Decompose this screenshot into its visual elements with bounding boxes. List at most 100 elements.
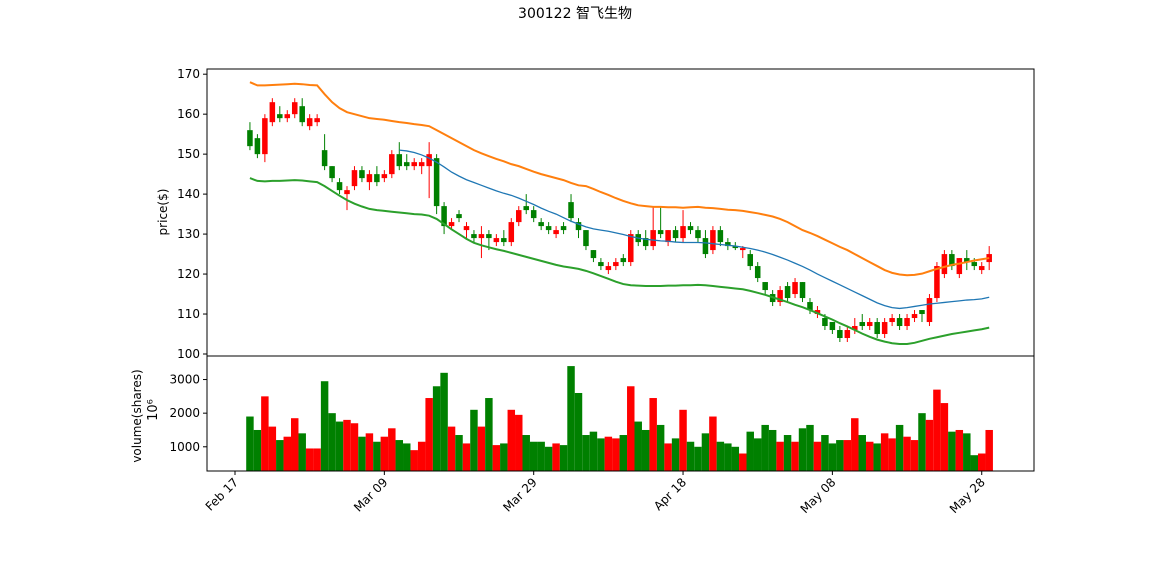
candle-body bbox=[590, 250, 597, 259]
volume-bar bbox=[836, 440, 844, 471]
y-tick-label: 110 bbox=[177, 307, 200, 321]
volume-bar bbox=[671, 438, 680, 471]
candle-body bbox=[486, 234, 492, 239]
candle-body bbox=[269, 102, 276, 123]
price-frame bbox=[206, 68, 1035, 357]
volume-bar bbox=[552, 443, 560, 471]
chart-title: 300122 智飞生物 bbox=[518, 6, 632, 22]
y-tick-label: 130 bbox=[177, 227, 200, 241]
volume-bar bbox=[858, 435, 866, 471]
candle-body bbox=[911, 314, 918, 319]
candle-body bbox=[837, 330, 843, 339]
candle-body bbox=[792, 282, 798, 295]
candle-body bbox=[247, 130, 253, 147]
volume-bar bbox=[783, 435, 792, 471]
volume-bar bbox=[851, 418, 859, 471]
candle-body bbox=[501, 238, 507, 243]
candle-body bbox=[291, 102, 298, 115]
candle-body bbox=[329, 166, 335, 179]
candle-body bbox=[336, 182, 343, 191]
volume-bar bbox=[768, 429, 777, 471]
candle-body bbox=[359, 170, 365, 179]
candle-body bbox=[762, 282, 768, 291]
candle-body bbox=[568, 202, 574, 219]
volume-bar bbox=[948, 431, 956, 471]
volume-bar bbox=[328, 413, 336, 471]
candle-body bbox=[874, 322, 880, 335]
volume-bar bbox=[395, 440, 404, 471]
candle-body bbox=[381, 174, 388, 179]
volume-bar bbox=[515, 414, 523, 471]
candle-body bbox=[822, 318, 828, 327]
volume-bar bbox=[365, 433, 374, 471]
volume-bar bbox=[268, 426, 277, 471]
volume-bar bbox=[686, 441, 695, 471]
volume-bar bbox=[358, 436, 366, 471]
volume-bar bbox=[291, 418, 299, 471]
volume-bar bbox=[567, 366, 575, 471]
candle-body bbox=[277, 114, 283, 119]
band-line bbox=[399, 149, 990, 310]
volume-bar bbox=[619, 435, 628, 471]
volume-bar bbox=[537, 441, 545, 471]
volume-bar bbox=[507, 409, 516, 471]
candle-body bbox=[934, 266, 940, 299]
candle-body bbox=[926, 298, 933, 323]
y-axis-label: price($) bbox=[156, 189, 170, 236]
volume-bar bbox=[559, 445, 568, 471]
x-tick-label: Feb 17 bbox=[203, 475, 241, 513]
candle-body bbox=[971, 262, 978, 267]
volume-bar bbox=[649, 398, 657, 471]
candle-body bbox=[829, 322, 836, 331]
volume-bar bbox=[791, 441, 799, 471]
volume-bar bbox=[410, 450, 418, 471]
y-tick-label: 100 bbox=[177, 347, 200, 361]
candle-body bbox=[418, 162, 425, 167]
candle-body bbox=[949, 254, 955, 267]
volume-bar bbox=[529, 441, 538, 471]
volume-bar bbox=[679, 409, 687, 471]
candle-body bbox=[657, 230, 664, 235]
volume-bar bbox=[753, 438, 762, 471]
candle-body bbox=[389, 154, 395, 175]
candle-body bbox=[844, 330, 851, 339]
volume-bar bbox=[612, 438, 620, 471]
candle-body bbox=[807, 302, 813, 311]
volume-tick-label: 2000 bbox=[169, 406, 200, 420]
volume-bar bbox=[798, 428, 807, 471]
candle-body bbox=[732, 246, 739, 249]
volume-bar bbox=[888, 438, 896, 471]
candle-body bbox=[538, 222, 544, 227]
volume-bar bbox=[656, 424, 665, 471]
volume-bar bbox=[813, 441, 822, 471]
volume-bar bbox=[880, 433, 889, 471]
volume-bar bbox=[417, 441, 426, 471]
candle-body bbox=[284, 114, 291, 119]
y-tick-label: 160 bbox=[177, 107, 200, 121]
candle-body bbox=[866, 322, 873, 327]
price-plot bbox=[247, 81, 992, 346]
volume-bar bbox=[373, 441, 381, 471]
volume-bar bbox=[731, 446, 740, 471]
volume-bar bbox=[873, 443, 881, 471]
volume-bar bbox=[589, 431, 598, 471]
candle-body bbox=[620, 258, 627, 263]
candle-body bbox=[523, 206, 529, 211]
volume-tick-label: 3000 bbox=[169, 373, 200, 387]
volume-bar bbox=[627, 386, 635, 471]
y-tick-label: 170 bbox=[177, 67, 200, 81]
volume-frame bbox=[206, 355, 1035, 472]
candle-body bbox=[321, 150, 328, 167]
volume-axis-label: volume(shares) bbox=[130, 369, 144, 462]
candle-body bbox=[545, 226, 552, 231]
volume-bar bbox=[425, 398, 433, 471]
candle-body bbox=[493, 238, 500, 243]
candle-body bbox=[448, 222, 455, 227]
candle-body bbox=[456, 214, 462, 219]
candle-body bbox=[351, 170, 358, 187]
volume-bar bbox=[634, 421, 642, 471]
volume-bar bbox=[724, 443, 732, 471]
volume-bar bbox=[865, 441, 874, 471]
volume-bar bbox=[895, 424, 904, 471]
candle-body bbox=[471, 234, 477, 239]
